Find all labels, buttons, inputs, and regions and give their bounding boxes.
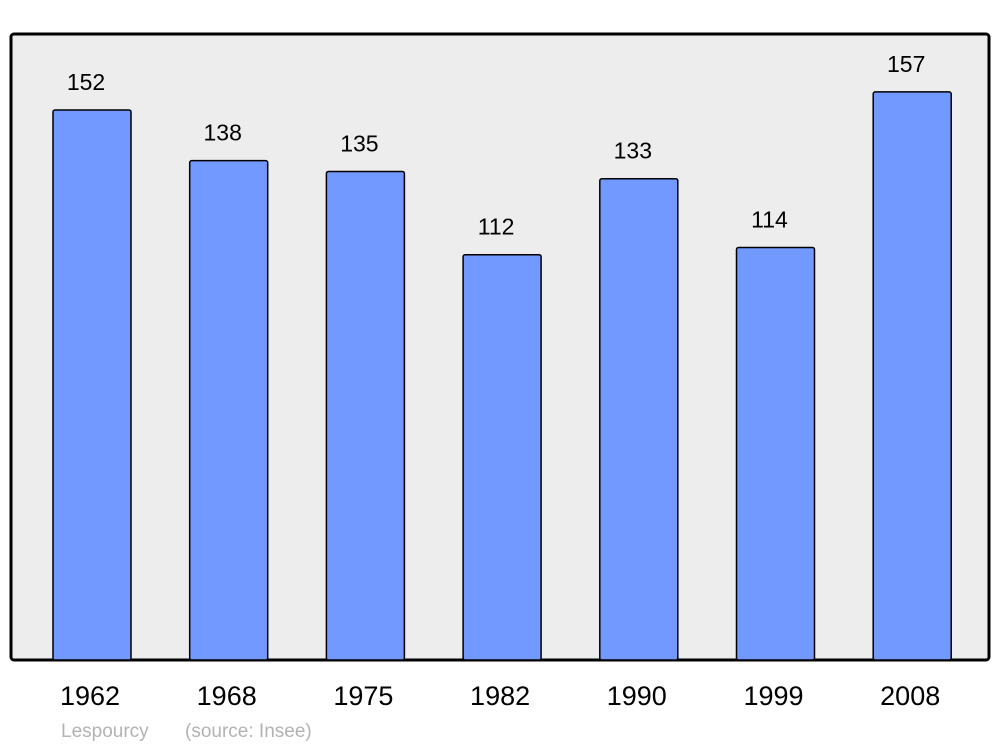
bar-1990	[599, 177, 679, 661]
commune-name: Lespourcy	[61, 721, 149, 742]
category-label-1968: 1968	[197, 681, 257, 711]
data-label-2008: 157	[887, 51, 925, 77]
bar-1999	[735, 246, 816, 661]
bar-1962	[52, 109, 132, 661]
bar-2008	[872, 91, 952, 661]
data-label-1962: 152	[67, 69, 105, 95]
source-note: (source: Insee)	[185, 721, 312, 742]
data-label-1975: 135	[340, 131, 378, 157]
data-label-1968: 138	[204, 120, 242, 146]
data-label-1982: 112	[478, 214, 515, 240]
category-label-2008: 2008	[880, 681, 940, 711]
data-label-1990: 133	[614, 138, 652, 164]
category-label-1962: 1962	[60, 681, 120, 711]
category-label-1999: 1999	[743, 681, 803, 711]
bar-1968	[188, 159, 269, 661]
data-label-1999: 114	[751, 206, 788, 232]
category-label-1982: 1982	[470, 681, 530, 711]
category-label-1975: 1975	[333, 681, 393, 711]
bar-1982	[462, 253, 542, 661]
bar-1975	[325, 170, 406, 661]
category-label-1990: 1990	[607, 681, 667, 711]
